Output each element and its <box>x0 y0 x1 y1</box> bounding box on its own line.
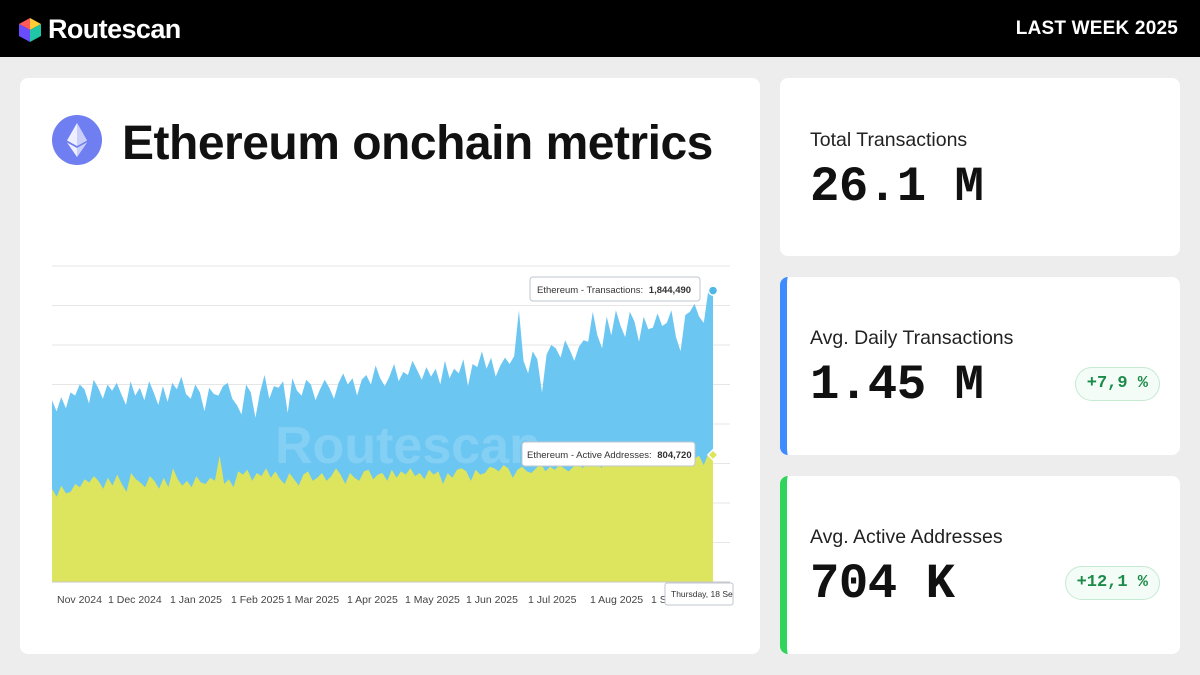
stat-value: 26.1 M <box>810 159 984 215</box>
date-tooltip-text: Thursday, 18 Se <box>671 589 733 599</box>
delta-badge: +7,9 % <box>1074 367 1160 401</box>
brand-name: Routescan <box>48 14 181 44</box>
page-title: Ethereum onchain metrics <box>122 117 713 170</box>
stat-card-avg-daily-transactions: Avg. Daily Transactions 1.45 M +7,9 % <box>780 277 1180 455</box>
watermark-overlay: Routescan <box>275 417 541 475</box>
stat-value: 1.45 M <box>810 357 984 413</box>
brand[interactable]: Routescan <box>18 14 181 45</box>
period-label: LAST WEEK 2025 <box>1015 18 1178 39</box>
x-tick-label: Nov 2024 <box>57 594 102 606</box>
date-tooltip: Thursday, 18 Se <box>664 582 734 606</box>
active-addresses-point-marker <box>706 448 720 461</box>
svg-text:Ethereum - Transactions:: Ethereum - Transactions: 1,844,490 <box>537 285 691 296</box>
x-tick-label: 1 Jan 2025 <box>170 594 222 606</box>
stat-label: Avg. Daily Transactions <box>810 327 1014 349</box>
svg-text:Ethereum - Active Addresses:: Ethereum - Active Addresses: 804,720 <box>527 450 692 461</box>
svg-text:Routescan: Routescan <box>275 417 541 475</box>
x-tick-label: 1 Dec 2024 <box>108 594 162 606</box>
chart-card: Ethereum onchain metrics Routescan Route… <box>20 78 760 654</box>
tx-tooltip-value: 1,844,490 <box>649 285 691 296</box>
x-axis-ticks: Nov 2024 1 Dec 2024 1 Jan 2025 1 Feb 2025 1 … <box>57 594 667 606</box>
stat-card-avg-active-addresses: Avg. Active Addresses 704 K +12,1 % <box>780 476 1180 654</box>
x-tick-label: 1 Feb 2025 <box>231 594 284 606</box>
tx-tooltip-label: Ethereum - Transactions: <box>537 285 643 296</box>
routescan-logo-icon <box>19 17 41 42</box>
x-tick-label: 1 Aug 2025 <box>590 594 643 606</box>
top-bar: Routescan LAST WEEK 2025 <box>0 0 1200 57</box>
x-tick-label: 1 Mar 2025 <box>286 594 339 606</box>
delta-badge: +12,1 % <box>1064 566 1160 600</box>
stat-value: 704 K <box>810 556 955 612</box>
x-tick-label: 1 Jun 2025 <box>466 594 518 606</box>
x-tick-label: 1 Jul 2025 <box>528 594 577 606</box>
aa-tooltip-value: 804,720 <box>657 450 691 461</box>
x-tick-label: 1 Apr 2025 <box>347 594 398 606</box>
stat-label: Total Transactions <box>810 129 968 151</box>
stat-card-total-transactions: Total Transactions 26.1 M <box>780 78 1180 256</box>
stat-label: Avg. Active Addresses <box>810 526 1003 548</box>
x-tick-label: 1 S <box>651 594 667 606</box>
ethereum-logo-icon <box>52 115 102 165</box>
active-addresses-area <box>52 454 713 582</box>
aa-tooltip-label: Ethereum - Active Addresses: <box>527 450 652 461</box>
transactions-tooltip: Ethereum - Transactions: 1,844,490 <box>529 276 701 302</box>
active-addresses-tooltip: Ethereum - Active Addresses: 804,720 <box>521 441 696 467</box>
x-tick-label: 1 May 2025 <box>405 594 460 606</box>
transactions-point-marker <box>707 285 719 296</box>
